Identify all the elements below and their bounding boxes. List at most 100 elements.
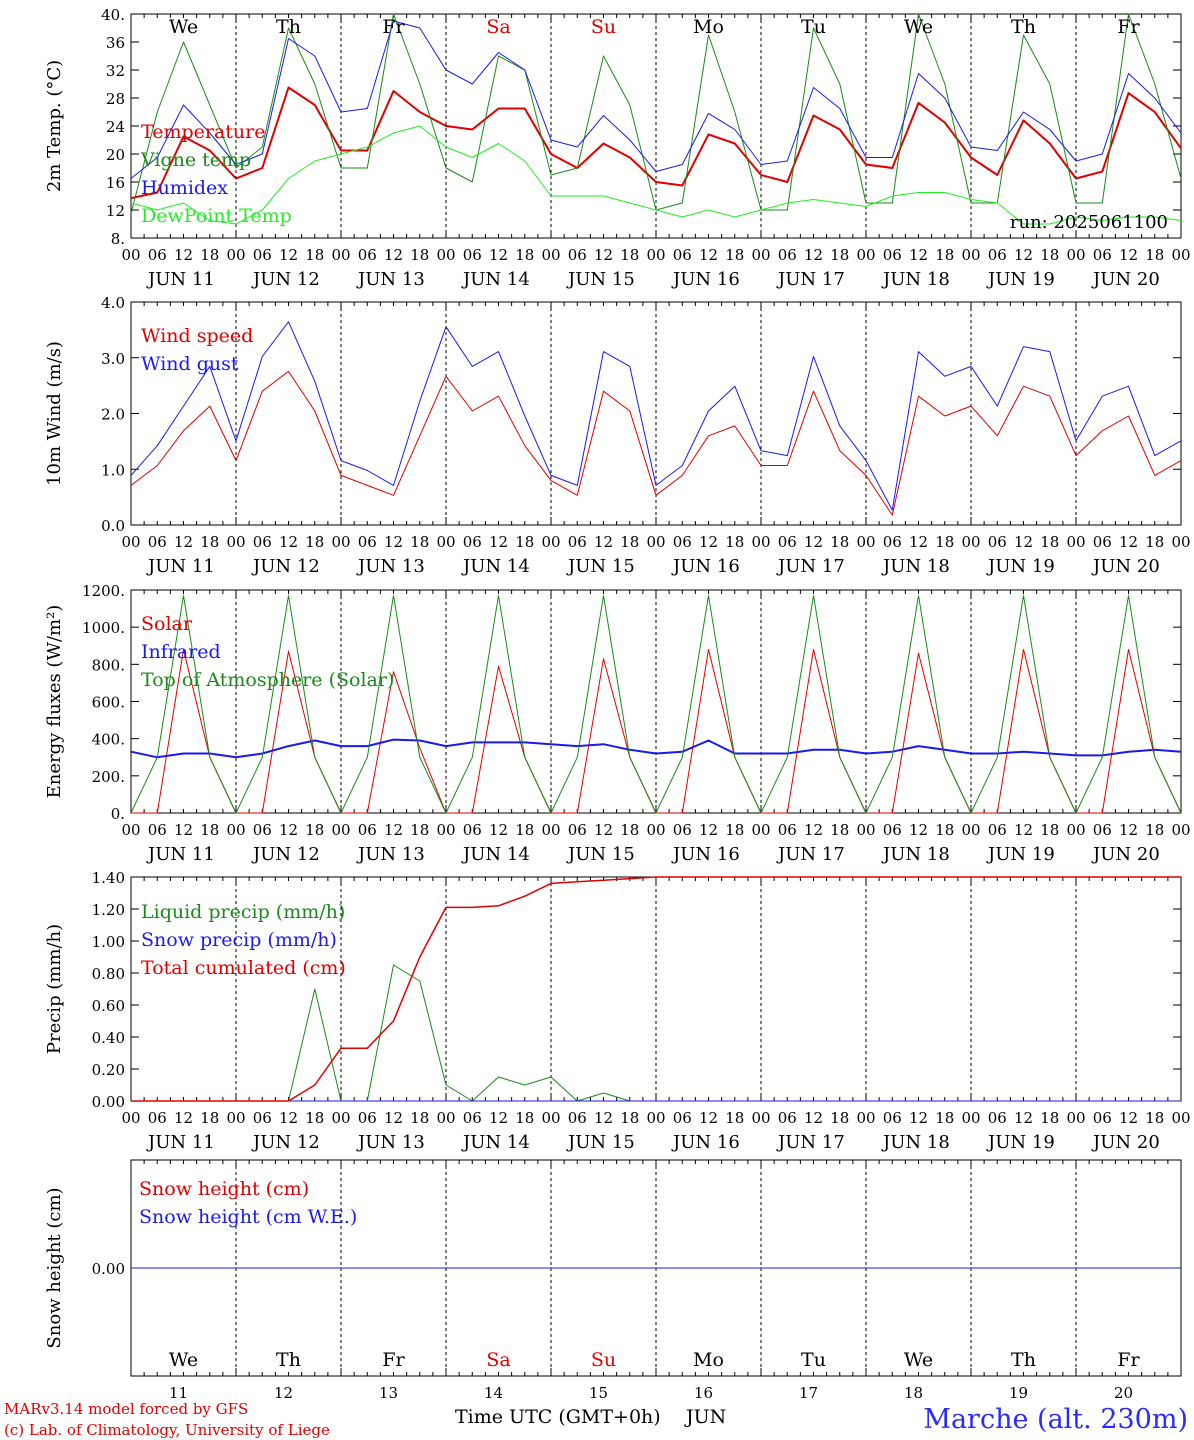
hour-label: 18 xyxy=(305,821,324,839)
hour-label: 18 xyxy=(200,821,219,839)
date-label: JUN 18 xyxy=(881,269,950,290)
date-label: JUN 19 xyxy=(986,844,1055,865)
hour-label: 12 xyxy=(1014,1109,1033,1127)
hour-label: 18 xyxy=(200,1109,219,1127)
hour-label: 12 xyxy=(279,1109,298,1127)
hour-label: 06 xyxy=(253,821,272,839)
hour-label: 12 xyxy=(909,533,928,551)
hour-label: 00 xyxy=(856,246,875,264)
hour-label: 00 xyxy=(1066,533,1085,551)
date-label: JUN 17 xyxy=(776,844,845,865)
hour-label: 00 xyxy=(226,246,245,264)
hour-label: 18 xyxy=(410,533,429,551)
day-of-week-label: We xyxy=(169,16,198,38)
hour-label: 18 xyxy=(515,821,534,839)
date-label: JUN 19 xyxy=(986,556,1055,577)
y-tick-label: 0.00 xyxy=(92,1093,125,1111)
hour-label: 00 xyxy=(121,246,140,264)
hour-label: 12 xyxy=(279,821,298,839)
legend-entry: Total cumulated (cm) xyxy=(141,957,346,979)
legend-entry: Snow height (cm) xyxy=(139,1178,309,1200)
legend-entry: Wind gust xyxy=(141,353,239,375)
day-of-week-label: We xyxy=(904,1349,933,1371)
hour-label: 00 xyxy=(436,1109,455,1127)
hour-label: 00 xyxy=(541,246,560,264)
hour-label: 12 xyxy=(174,1109,193,1127)
copyright-text: (c) Lab. of Climatology, University of L… xyxy=(4,1421,330,1439)
y-tick-label: 0.40 xyxy=(92,1029,125,1047)
legend-entry: Snow height (cm W.E.) xyxy=(139,1206,357,1228)
hour-label: 18 xyxy=(935,821,954,839)
y-tick-label: 0. xyxy=(111,805,125,823)
day-of-week-label: Su xyxy=(591,1349,616,1371)
hour-label: 00 xyxy=(436,821,455,839)
hour-label: 06 xyxy=(673,246,692,264)
date-label: JUN 11 xyxy=(146,844,215,865)
series-line xyxy=(130,321,1182,511)
hour-label: 00 xyxy=(121,533,140,551)
hour-label: 00 xyxy=(646,1109,665,1127)
hour-label: 18 xyxy=(515,533,534,551)
date-label: JUN 16 xyxy=(671,1132,740,1153)
hour-label: 18 xyxy=(1145,821,1164,839)
y-tick-label: 0.80 xyxy=(92,965,125,983)
hour-label: 12 xyxy=(1119,533,1138,551)
y-tick-label: 3.0 xyxy=(101,350,125,368)
hour-label: 06 xyxy=(148,1109,167,1127)
hour-label: 00 xyxy=(541,821,560,839)
legend-entry: Humidex xyxy=(141,177,228,199)
x-axis-title: Time UTC (GMT+0h) xyxy=(455,1406,661,1428)
hour-label: 06 xyxy=(883,246,902,264)
hour-label: 00 xyxy=(226,821,245,839)
hour-label: 06 xyxy=(568,1109,587,1127)
hour-label: 18 xyxy=(935,246,954,264)
y-axis-label: 2m Temp. (°C) xyxy=(44,60,65,192)
legend-entry: Top of Atmosphere (Solar) xyxy=(141,669,394,691)
y-tick-label: 1.00 xyxy=(92,933,125,951)
hour-label: 06 xyxy=(463,1109,482,1127)
date-label: JUN 14 xyxy=(461,1132,530,1153)
day-of-week-label: We xyxy=(904,16,933,38)
hour-label: 06 xyxy=(778,1109,797,1127)
hour-label: 00 xyxy=(541,1109,560,1127)
day-of-week-label: Su xyxy=(591,16,616,38)
hour-label: 00 xyxy=(331,246,350,264)
date-label: JUN 19 xyxy=(986,1132,1055,1153)
series-line xyxy=(130,370,1182,516)
date-label: JUN 18 xyxy=(881,1132,950,1153)
hour-label: 12 xyxy=(699,821,718,839)
plot-frame xyxy=(130,301,1182,526)
legend-entry: Snow precip (mm/h) xyxy=(141,929,337,951)
month-label: JUN xyxy=(684,1406,726,1428)
day-number-label: 14 xyxy=(484,1384,503,1402)
series-line xyxy=(131,876,1181,1102)
date-label: JUN 12 xyxy=(251,844,320,865)
hour-label: 18 xyxy=(620,246,639,264)
hour-label: 00 xyxy=(1066,1109,1085,1127)
hour-label: 12 xyxy=(489,821,508,839)
y-tick-label: 16 xyxy=(106,174,125,192)
series-line xyxy=(130,125,1182,225)
series-line xyxy=(130,86,1182,200)
hour-label: 00 xyxy=(751,533,770,551)
hour-label: 12 xyxy=(1119,246,1138,264)
hour-label: 06 xyxy=(988,1109,1007,1127)
hour-label: 00 xyxy=(226,533,245,551)
day-of-week-label: Th xyxy=(1011,16,1036,38)
hour-label: 12 xyxy=(594,533,613,551)
date-label: JUN 16 xyxy=(671,269,740,290)
hour-label: 06 xyxy=(568,246,587,264)
date-label: JUN 20 xyxy=(1091,1132,1160,1153)
hour-label: 12 xyxy=(804,821,823,839)
hour-label: 12 xyxy=(489,1109,508,1127)
hour-label: 18 xyxy=(515,246,534,264)
hour-label: 18 xyxy=(1145,533,1164,551)
day-of-week-label: Sa xyxy=(486,1349,510,1371)
hour-label: 00 xyxy=(961,821,980,839)
y-axis-label: 10m Wind (m/s) xyxy=(44,341,65,486)
hour-label: 00 xyxy=(226,1109,245,1127)
hour-label: 12 xyxy=(909,821,928,839)
hour-label: 06 xyxy=(358,246,377,264)
legend-entry: Wind speed xyxy=(141,325,253,347)
hour-label: 06 xyxy=(463,533,482,551)
